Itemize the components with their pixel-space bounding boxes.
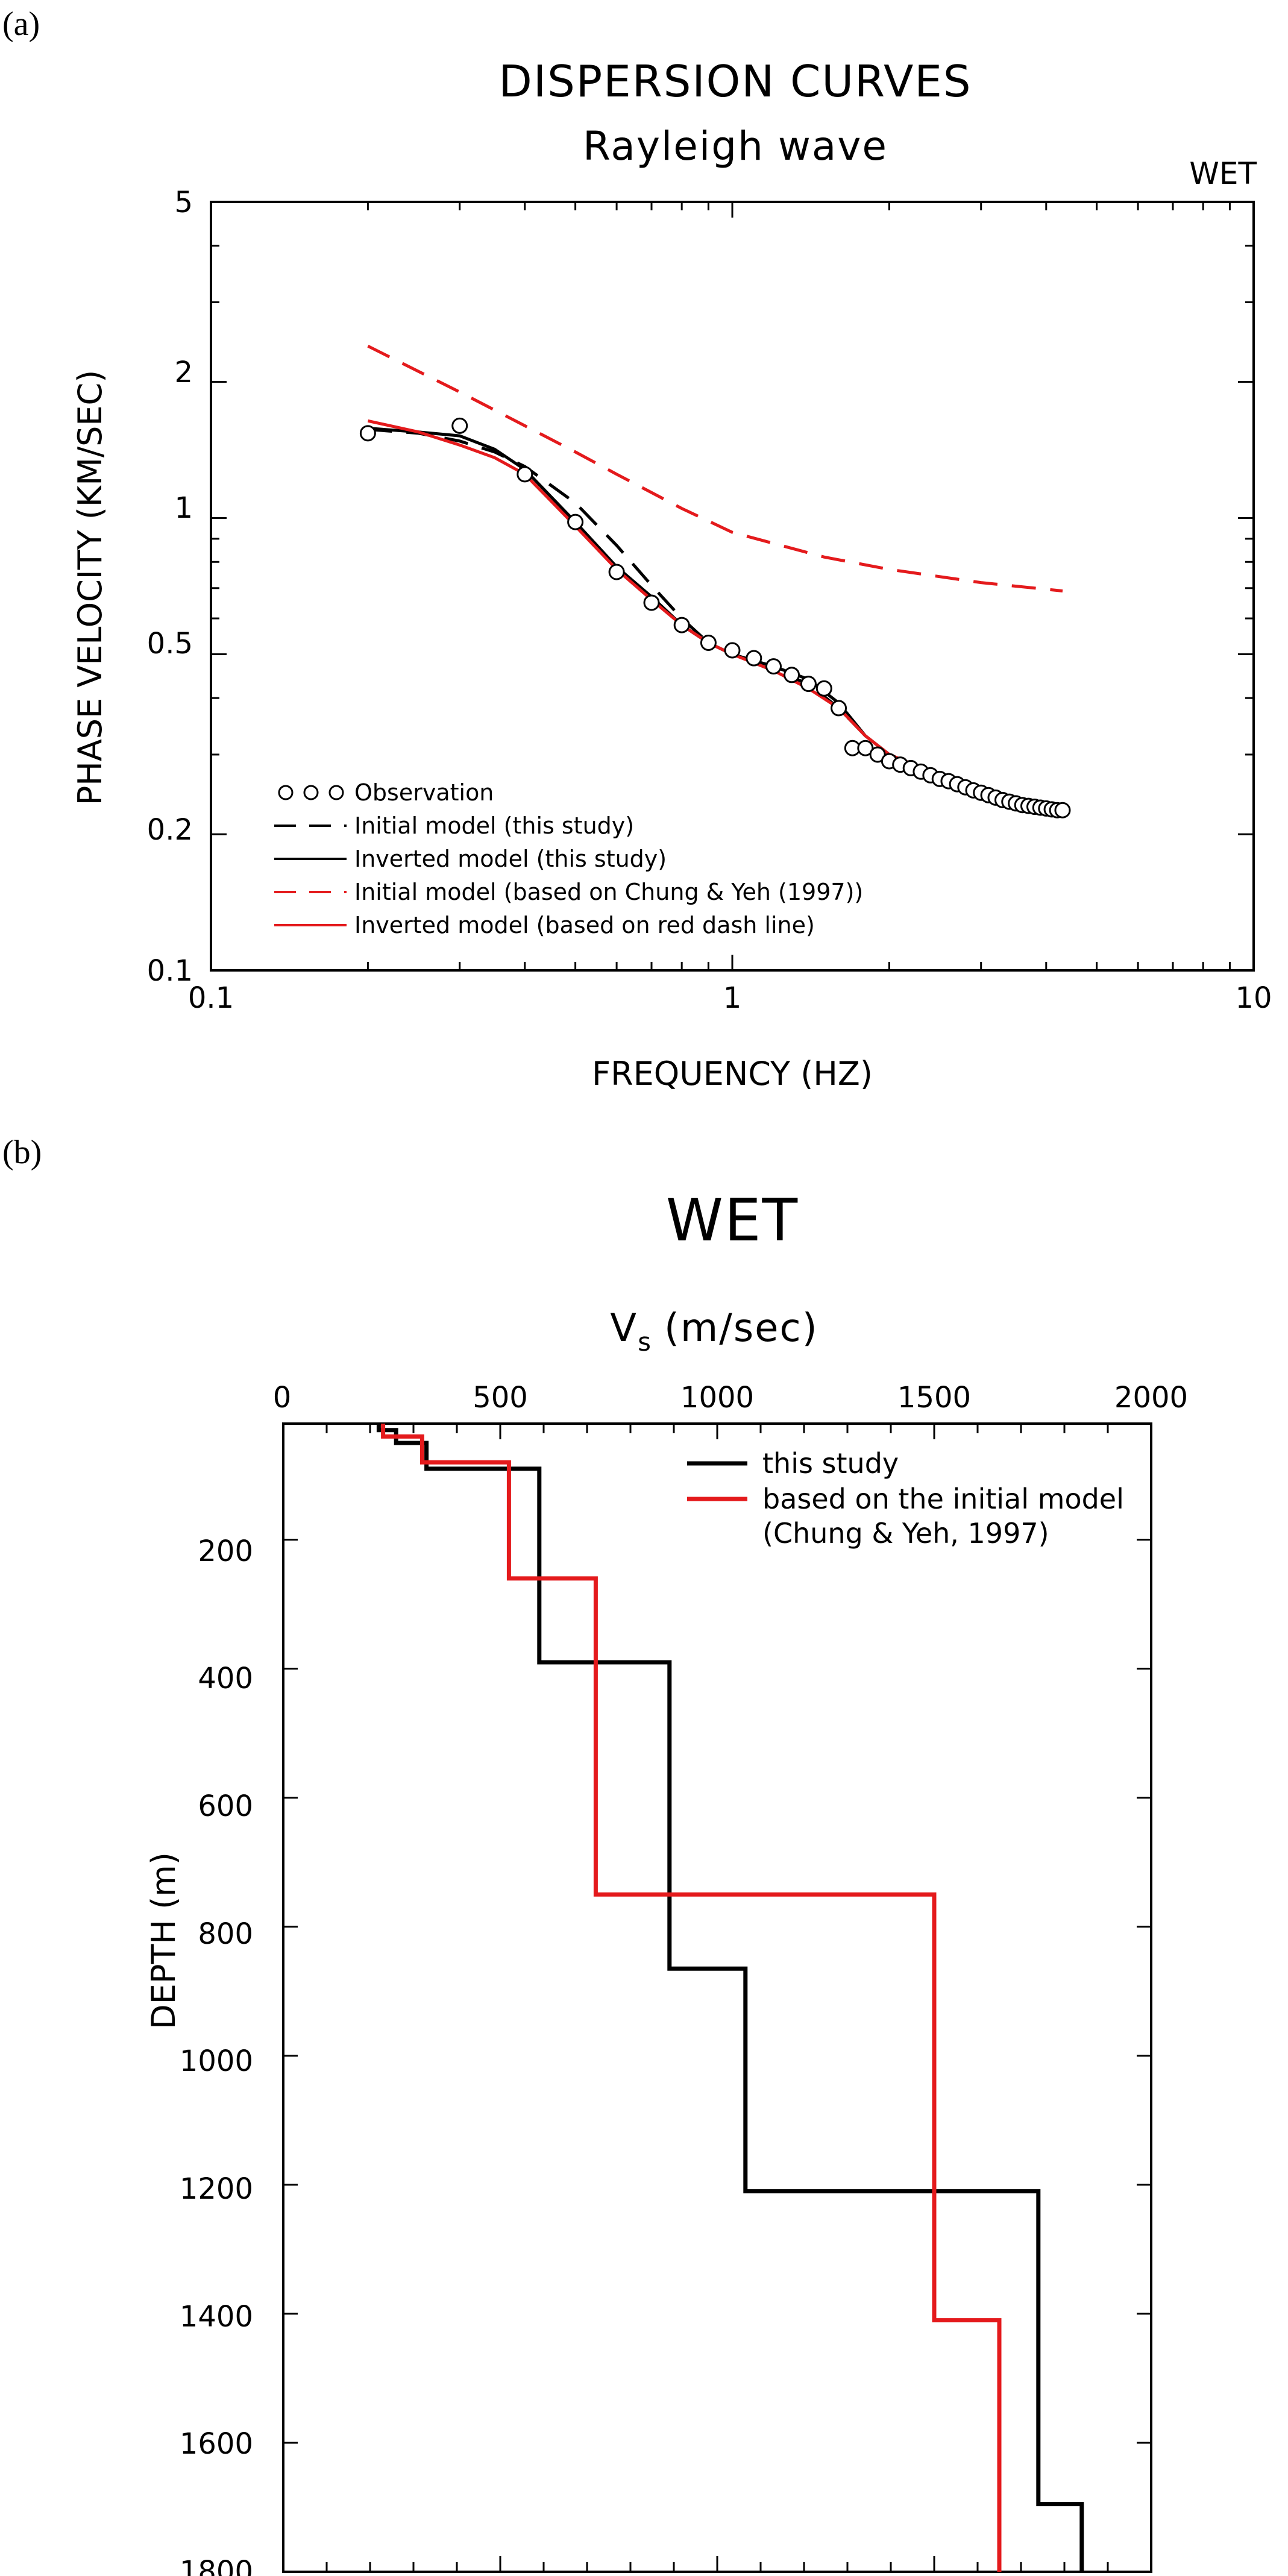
observation-point [831,700,847,717]
vs-profile-1 [381,1424,1002,2572]
series-line-3 [367,344,1063,592]
y-tick-label: 1400 [180,2300,253,2334]
x-tick-label: 0.1 [188,981,234,1015]
observation-point [765,658,782,675]
chart-title: DISPERSION CURVES [498,56,972,107]
series-group-b [376,1424,1084,2572]
legend-label: Initial model (based on Chung & Yeh (199… [354,879,863,905]
chart-title-b: WET [666,1187,799,1254]
y-tick-label: 0.1 [147,954,193,988]
legend-label-continued: (Chung & Yeh, 1997) [762,1517,1049,1550]
y-tick-label: 200 [198,1535,253,1568]
station-tag: WET [1189,156,1257,191]
legend-item-inverted-red: Inverted model (based on red dash line) [274,912,815,938]
axis-ticks-a [210,201,1255,972]
y-axis-title-b: DEPTH (m) [145,1852,183,2029]
x-tick-label: 1500 [897,1381,971,1415]
observation-point [567,514,584,530]
legend-marker-circle [278,785,294,800]
legend-item-initial-chung-yeh: Initial model (based on Chung & Yeh (199… [274,879,863,905]
y-tick-label: 5 [174,186,193,219]
y-tick-label: 2 [174,356,193,389]
legend-label: Inverted model (based on red dash line) [354,912,815,938]
y-tick-labels-b: 200 400 600 800 1000 1200 1400 1600 1800 [180,1535,253,2576]
observation-point [724,642,741,659]
x-tick-label: 1 [723,981,742,1015]
series-line-4 [367,419,1063,813]
plot-frame-b [282,1422,1152,2573]
legend-b: this study based on the initial model (C… [687,1447,1124,1550]
observation-point [746,650,762,667]
observation-point [1054,802,1071,818]
x-tick-labels-b: 0 500 1000 1500 2000 [273,1381,1188,1415]
legend-label: based on the initial model [762,1483,1124,1515]
x-tick-label: 500 [473,1381,528,1415]
vs-profile-0 [376,1424,1084,2572]
y-tick-label: 400 [198,1662,253,1695]
legend-marker-circle [303,785,319,800]
observation-point [800,676,817,693]
panel-b: (b) WET Vs (m/sec) 0 500 1000 1500 2000 2… [2,1134,1188,2576]
legend-item-initial-model: based on the initial model [687,1483,1124,1515]
y-tick-label: 1800 [180,2555,253,2576]
y-tick-label: 1600 [180,2427,253,2461]
x-tick-labels-a: 0.1 1 10 [188,981,1272,1015]
observation-point [815,680,832,697]
observation-point [359,425,376,442]
observation-point [700,634,717,651]
observation-point [643,594,660,611]
legend-item-this-study: this study [687,1447,899,1480]
panel-a-label: (a) [2,5,40,43]
legend-label: Initial model (this study) [354,812,634,839]
y-axis-title-a: PHASE VELOCITY (KM/SEC) [71,370,109,806]
chart-subtitle: Rayleigh wave [583,123,888,169]
observation-point [451,417,468,434]
y-tick-label: 1 [174,491,193,525]
observation-point [784,667,800,683]
legend-label: Inverted model (this study) [354,846,667,872]
x-axis-title-b: Vs (m/sec) [610,1306,818,1357]
legend-item-inverted-this-study: Inverted model (this study) [274,846,667,872]
legend-item-observation: Observation [278,779,494,806]
observation-point [517,466,533,483]
observation-point [857,740,874,756]
legend-label: Observation [354,779,494,806]
legend-a: Observation Initial model (this study) I… [274,779,863,938]
y-tick-label: 0.2 [147,813,193,847]
y-tick-label: 1200 [180,2172,253,2206]
x-axis-title-a: FREQUENCY (HZ) [592,1055,873,1093]
series-line-1 [368,428,1063,814]
legend-label: this study [762,1447,899,1480]
legend-marker-circle [328,785,344,800]
panel-b-label: (b) [2,1134,42,1171]
series-group-a [367,344,1063,814]
x-tick-label: 1000 [680,1381,754,1415]
series-line-2 [368,427,1063,813]
observation-point [673,617,690,633]
y-tick-label: 600 [198,1789,253,1823]
y-tick-labels-a: 0.1 0.2 0.5 1 2 5 [147,186,193,988]
x-tick-label: 2000 [1114,1381,1188,1415]
legend-item-initial-this-study: Initial model (this study) [274,812,634,839]
observation-point [608,564,625,580]
x-tick-label: 10 [1235,981,1272,1015]
axis-ticks-b [282,1424,1152,2573]
observation-points [359,417,1071,818]
y-tick-label: 800 [198,1917,253,1951]
panel-a: (a) DISPERSION CURVES Rayleigh wave WET … [2,5,1272,1093]
y-tick-label: 1000 [180,2044,253,2078]
x-tick-label: 0 [273,1381,292,1415]
y-tick-label: 0.5 [147,627,193,661]
